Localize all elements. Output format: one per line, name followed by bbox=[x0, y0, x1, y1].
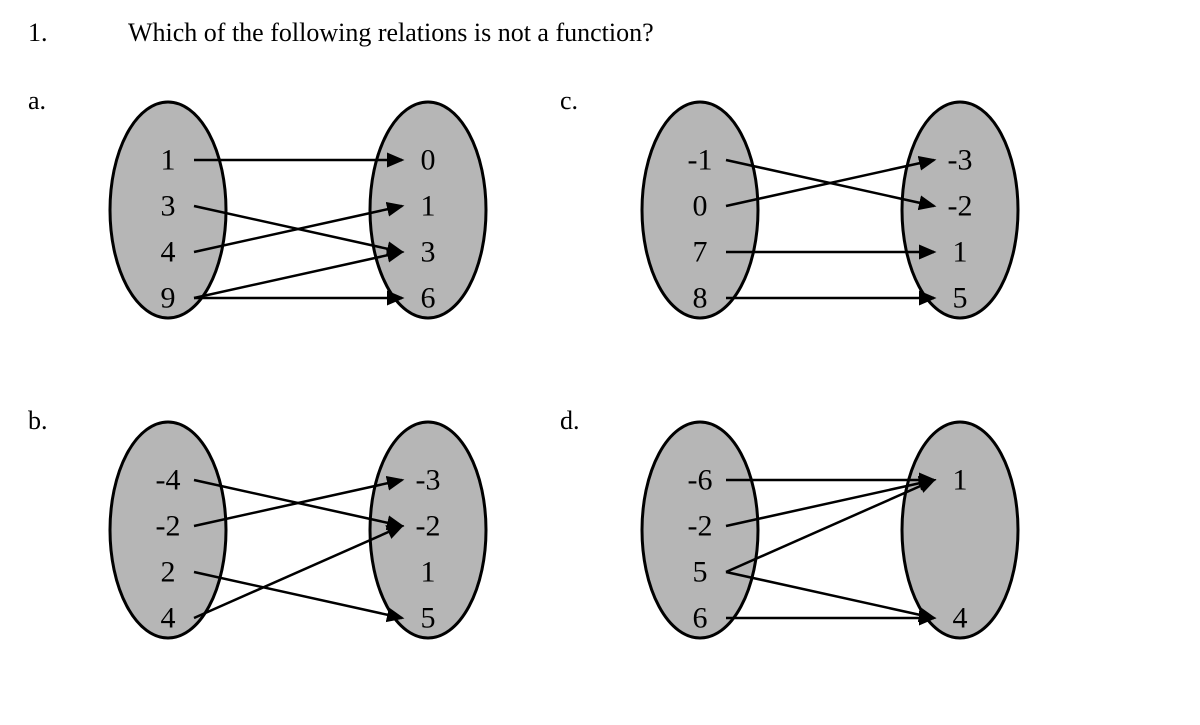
codomain-value: 1 bbox=[421, 190, 436, 223]
mapping-diagram-b: -4 -2 2 4 -3 -2 1 5 bbox=[98, 425, 488, 662]
option-b-label: b. bbox=[28, 406, 48, 436]
mapping-diagram-c: -1 0 7 8 -3 -2 1 5 bbox=[630, 105, 1020, 342]
codomain-value: 6 bbox=[421, 282, 436, 315]
option-c-label: c. bbox=[560, 86, 578, 116]
codomain-value: 0 bbox=[421, 144, 436, 177]
codomain-value: -2 bbox=[416, 510, 441, 543]
mapping-arrow bbox=[194, 572, 402, 618]
codomain-value: 5 bbox=[421, 602, 436, 635]
codomain-value: 5 bbox=[953, 282, 968, 315]
codomain-value: -2 bbox=[948, 190, 973, 223]
domain-value: -6 bbox=[688, 464, 713, 497]
domain-value: 1 bbox=[161, 144, 176, 177]
domain-value: 9 bbox=[161, 282, 176, 315]
domain-value: -2 bbox=[156, 510, 181, 543]
question-text: Which of the following relations is not … bbox=[128, 18, 654, 48]
codomain-value: 3 bbox=[421, 236, 436, 269]
option-d-label: d. bbox=[560, 406, 580, 436]
domain-value: 7 bbox=[693, 236, 708, 269]
codomain-value: 1 bbox=[953, 236, 968, 269]
domain-value: 4 bbox=[161, 236, 176, 269]
option-a-label: a. bbox=[28, 86, 46, 116]
mapping-diagram-d: -6 -2 5 6 1 4 bbox=[630, 425, 1020, 662]
question-number: 1. bbox=[28, 18, 48, 48]
codomain-value: -3 bbox=[416, 464, 441, 497]
domain-value: -4 bbox=[156, 464, 181, 497]
codomain-value: 4 bbox=[953, 602, 968, 635]
mapping-diagram-a: 1 3 4 9 0 1 3 6 bbox=[98, 105, 488, 342]
domain-value: -1 bbox=[688, 144, 713, 177]
domain-value: 0 bbox=[693, 190, 708, 223]
domain-value: 2 bbox=[161, 556, 176, 589]
domain-value: 5 bbox=[693, 556, 708, 589]
domain-value: 3 bbox=[161, 190, 176, 223]
domain-value: -2 bbox=[688, 510, 713, 543]
mapping-arrow bbox=[726, 572, 934, 618]
codomain-value: 1 bbox=[953, 464, 968, 497]
domain-value: 8 bbox=[693, 282, 708, 315]
codomain-value: -3 bbox=[948, 144, 973, 177]
domain-value: 6 bbox=[693, 602, 708, 635]
domain-value: 4 bbox=[161, 602, 176, 635]
codomain-value: 1 bbox=[421, 556, 436, 589]
mapping-arrow bbox=[194, 252, 402, 298]
